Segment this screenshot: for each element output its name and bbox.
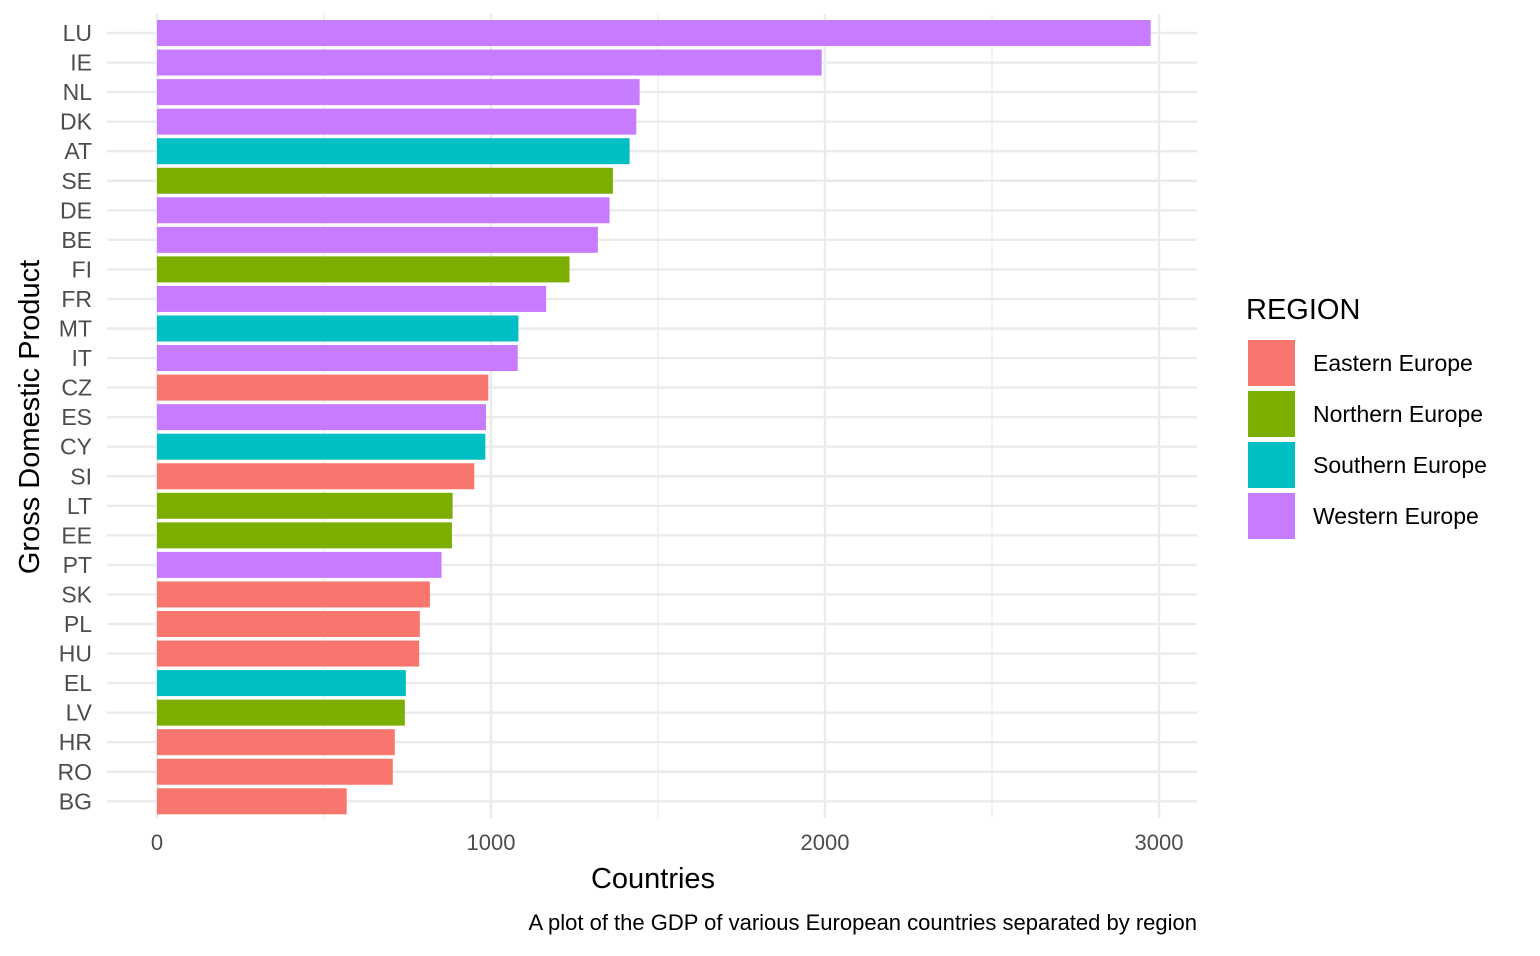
y-tick-label: MT <box>59 316 92 342</box>
y-tick-label: PT <box>63 552 92 578</box>
y-tick-label: EE <box>61 522 92 548</box>
bar-cz <box>157 374 489 401</box>
y-tick-label: BG <box>59 788 92 814</box>
y-tick-label: HR <box>59 729 92 755</box>
y-tick-label: HU <box>59 641 92 667</box>
y-tick-label: SI <box>70 463 92 489</box>
bar-es <box>157 404 486 431</box>
y-tick-label: LV <box>66 700 93 726</box>
bar-nl <box>157 79 640 106</box>
x-tick-labels: 0 1000 2000 3000 <box>151 830 1184 855</box>
bar-fr <box>157 285 547 312</box>
x-tick-label: 0 <box>151 830 163 855</box>
legend-swatch <box>1248 340 1295 386</box>
y-tick-label: AT <box>64 138 92 164</box>
bar-cy <box>157 433 486 460</box>
bar-ro <box>157 758 393 785</box>
legend-swatch <box>1248 391 1295 437</box>
bar-ie <box>157 49 822 76</box>
y-tick-label: RO <box>58 759 93 785</box>
y-tick-label: NL <box>63 79 93 105</box>
y-tick-label: ES <box>61 404 92 430</box>
y-tick-label: DK <box>60 109 93 135</box>
bar-lv <box>157 699 405 726</box>
bars <box>157 20 1151 815</box>
y-tick-label: EL <box>64 670 92 696</box>
y-tick-label: FI <box>72 256 92 282</box>
bar-bg <box>157 788 347 815</box>
x-tick-label: 1000 <box>467 830 516 855</box>
caption: A plot of the GDP of various European co… <box>528 910 1197 935</box>
bar-ee <box>157 522 452 549</box>
bar-de <box>157 197 610 224</box>
legend-swatch <box>1248 442 1295 488</box>
bar-hr <box>157 729 395 756</box>
y-tick-label: PL <box>64 611 92 637</box>
legend-entries: Eastern Europe Northern Europe Southern Eu… <box>1248 340 1487 539</box>
bar-el <box>157 670 406 697</box>
legend-label: Southern Europe <box>1313 452 1487 478</box>
y-tick-label: FR <box>61 286 92 312</box>
bar-lt <box>157 492 453 519</box>
bar-se <box>157 167 613 194</box>
legend-label: Eastern Europe <box>1313 350 1473 376</box>
y-tick-label: BE <box>61 227 92 253</box>
legend-title: REGION <box>1246 294 1360 326</box>
x-tick-label: 2000 <box>801 830 850 855</box>
bar-it <box>157 345 518 372</box>
y-tick-label: DE <box>60 197 92 223</box>
bar-sk <box>157 581 430 608</box>
legend: REGION Eastern Europe Northern Europe Sout… <box>1246 294 1487 539</box>
legend-swatch <box>1248 493 1295 539</box>
y-tick-label: SE <box>61 168 92 194</box>
x-tick-label: 3000 <box>1135 830 1184 855</box>
y-tick-label: LU <box>63 20 92 46</box>
legend-label: Western Europe <box>1313 503 1479 529</box>
y-tick-label: IT <box>72 345 92 371</box>
legend-label: Northern Europe <box>1313 401 1483 427</box>
y-tick-labels: LU IE NL DK AT SE DE BE FI FR MT IT CZ ES CY SI LT EE PT SK… <box>58 20 93 814</box>
bar-si <box>157 463 475 490</box>
bar-at <box>157 138 630 165</box>
y-tick-label: LT <box>67 493 92 519</box>
bar-hu <box>157 640 420 667</box>
bar-be <box>157 226 598 253</box>
bar-mt <box>157 315 519 342</box>
bar-fi <box>157 256 570 283</box>
y-tick-label: CZ <box>61 375 92 401</box>
bar-pt <box>157 551 442 578</box>
y-tick-label: SK <box>61 581 92 607</box>
y-axis-title: Gross Domestic Product <box>14 260 46 574</box>
y-tick-label: IE <box>70 50 92 76</box>
bar-pl <box>157 611 420 637</box>
x-axis-title: Countries <box>591 863 715 895</box>
bar-lu <box>157 20 1151 46</box>
y-tick-label: CY <box>60 434 92 460</box>
bar-dk <box>157 108 637 135</box>
